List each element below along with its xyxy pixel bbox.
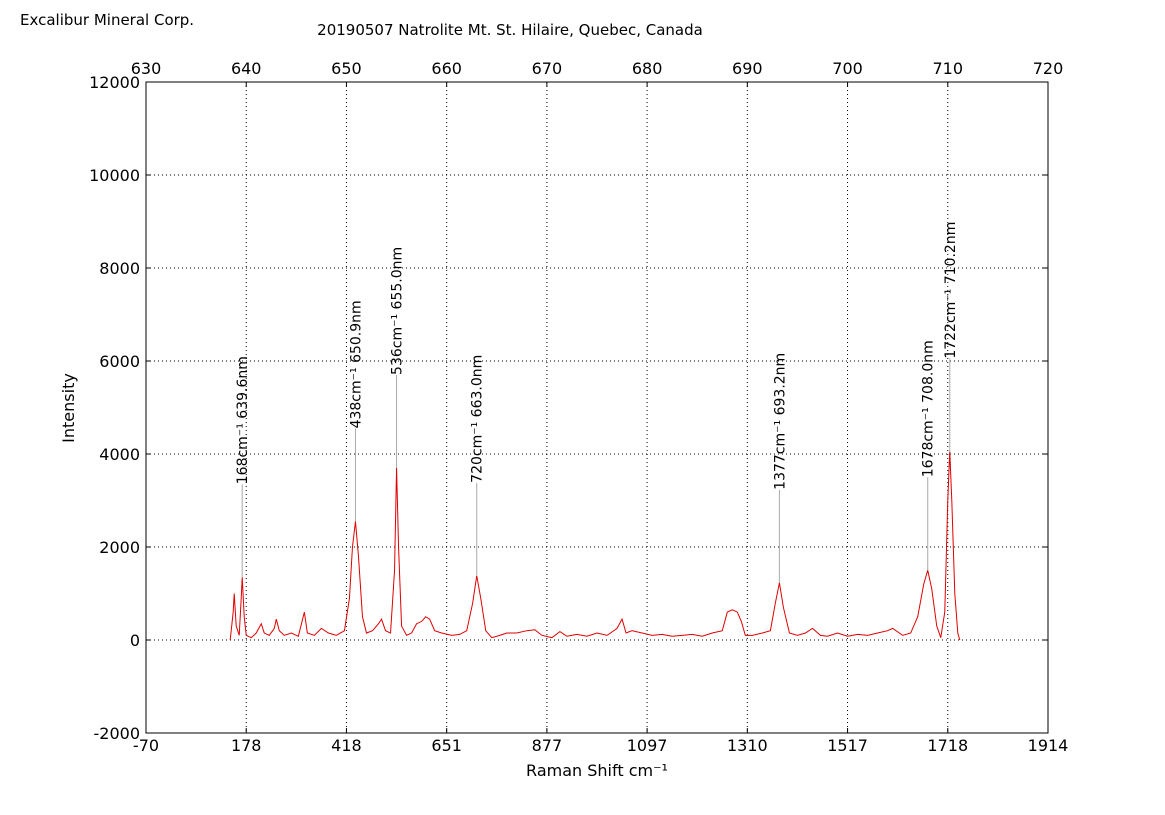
x-tick-label: 1517 xyxy=(827,736,868,755)
annotation-label: 438cm⁻¹ 650.9nm xyxy=(348,300,364,428)
plot-frame xyxy=(145,81,1049,734)
x2-tick-label: 700 xyxy=(832,59,863,78)
x-tick-label: 1914 xyxy=(1028,736,1069,755)
annotation-label: 1722cm⁻¹ 710.2nm xyxy=(943,222,959,359)
y-tick-label: 12000 xyxy=(89,73,140,92)
corner-text: Excalibur Mineral Corp. xyxy=(20,11,194,29)
y-tick-label: 10000 xyxy=(89,166,140,185)
x2-tick-label: 710 xyxy=(933,59,964,78)
x-tick-label: 418 xyxy=(331,736,362,755)
y-tick-label: -2000 xyxy=(94,724,141,743)
x-tick-label: 1097 xyxy=(627,736,668,755)
x2-tick-label: 690 xyxy=(732,59,763,78)
x-axis-label: Raman Shift cm⁻¹ xyxy=(526,761,668,780)
x-tick-label: 877 xyxy=(532,736,563,755)
annotation-label: 720cm⁻¹ 663.0nm xyxy=(470,355,486,483)
y-axis-label: Intensity xyxy=(59,373,78,443)
y-tick-label: 6000 xyxy=(99,352,140,371)
annotation-label: 1377cm⁻¹ 693.2nm xyxy=(772,353,788,490)
x-tick-label: -70 xyxy=(133,736,159,755)
chart-title: 20190507 Natrolite Mt. St. Hilaire, Queb… xyxy=(317,21,703,39)
spectrum-line xyxy=(229,451,961,641)
y-tick-label: 2000 xyxy=(99,538,140,557)
annotation-label: 536cm⁻¹ 655.0nm xyxy=(390,247,406,375)
y-tick-label: 4000 xyxy=(99,445,140,464)
x2-tick-label: 630 xyxy=(131,59,162,78)
x-tick-label: 651 xyxy=(431,736,462,755)
y-tick-label: 8000 xyxy=(99,259,140,278)
y-tick-label: 0 xyxy=(130,631,140,650)
x2-tick-label: 650 xyxy=(331,59,362,78)
x-tick-label: 1718 xyxy=(927,736,968,755)
annotation-label: 168cm⁻¹ 639.6nm xyxy=(235,356,251,484)
x2-tick-label: 660 xyxy=(431,59,462,78)
x2-tick-label: 640 xyxy=(231,59,262,78)
x2-tick-label: 680 xyxy=(632,59,663,78)
x-tick-label: 1310 xyxy=(727,736,768,755)
x2-tick-label: 720 xyxy=(1033,59,1064,78)
annotation-label: 1678cm⁻¹ 708.0nm xyxy=(921,340,937,477)
x-tick-label: 178 xyxy=(231,736,262,755)
x2-tick-label: 670 xyxy=(532,59,563,78)
